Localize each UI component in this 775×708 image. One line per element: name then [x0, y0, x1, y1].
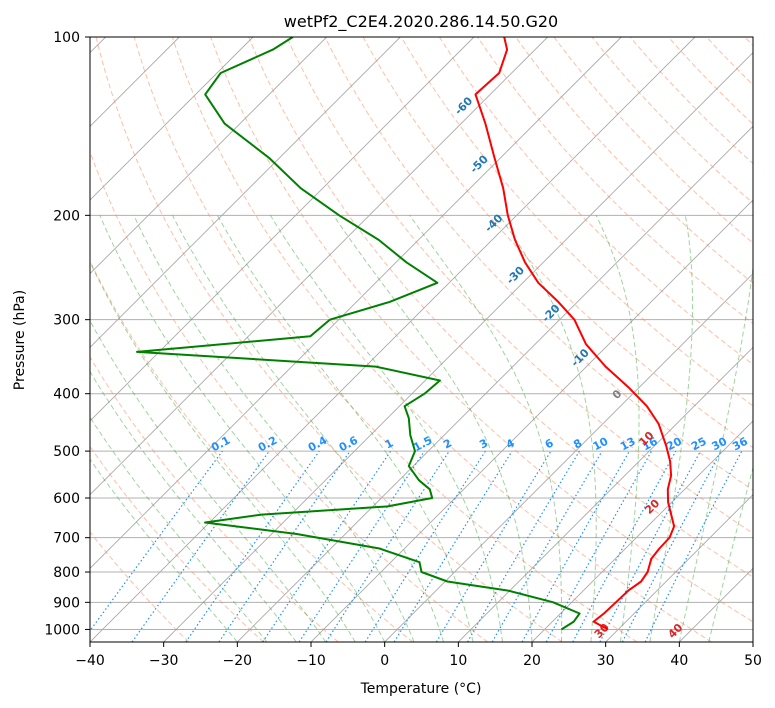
mixing-ratio-labels: 0.1 0.2 0.4 0.6 1 1.5 2 3 4 6 8 10 13 16 20 25 30 36: [209, 434, 750, 455]
y-tick-label: 300: [53, 313, 80, 329]
x-tick-label: −30: [149, 653, 179, 669]
mixing-ratio-label: 36: [730, 435, 750, 454]
dry-adiabat: [90, 150, 488, 642]
mixing-ratio-line: [262, 450, 392, 642]
mixing-ratio-line: [545, 450, 653, 642]
mixing-ratio-label: 10: [591, 434, 611, 453]
chart-title: wetPf2_C2E4.2020.286.14.50.G20: [284, 12, 558, 32]
moist-adiabat: [90, 260, 356, 642]
dewpoint-line: [136, 37, 581, 631]
y-tick-label: 500: [53, 444, 80, 460]
x-tick-label: −40: [75, 653, 105, 669]
dry-adiabat: [438, 37, 753, 366]
moist-adiabat: [172, 215, 445, 642]
y-axis-ticks: 100 200 300 400 500 600 700 800 900 1000: [44, 30, 90, 638]
isotherm-line: [90, 37, 548, 496]
moist-adiabat: [708, 465, 753, 642]
x-tick-label: 0: [380, 653, 389, 669]
mixing-ratio-line: [393, 450, 513, 642]
x-tick-label: −20: [223, 653, 253, 669]
mixing-ratio-label: 16: [640, 435, 660, 454]
isotherm-line: [90, 37, 254, 201]
mixing-ratio-line: [131, 450, 270, 642]
x-axis-label: Temperature (°C): [360, 681, 482, 697]
dry-adiabat: [90, 445, 264, 642]
plot-frame: [89, 36, 754, 643]
mixing-ratio-label: 30: [710, 435, 730, 454]
mixing-ratio-line: [185, 450, 320, 642]
dry-adiabat: [324, 37, 753, 491]
mixing-ratio-line: [218, 450, 351, 642]
mixing-ratio-line: [572, 450, 677, 642]
x-tick-label: 40: [670, 653, 688, 669]
y-tick-label: 100: [53, 30, 80, 46]
y-tick-label: 600: [53, 491, 80, 507]
profile-series: [136, 37, 676, 631]
isotherm-line: [90, 37, 401, 348]
dry-adiabat: [90, 356, 339, 642]
isotherm-line: [90, 37, 622, 569]
moist-adiabat: [649, 215, 693, 642]
x-tick-label: −10: [296, 653, 326, 669]
x-tick-label: 30: [597, 653, 615, 669]
isotherm-line: [90, 37, 475, 422]
mixing-ratio-line: [90, 450, 223, 632]
dry-adiabat: [515, 37, 753, 284]
moist-adiabat: [498, 215, 597, 642]
isotherm-line: [458, 346, 753, 642]
dry-adiabat: [133, 37, 638, 642]
moist-adiabat: [90, 416, 268, 642]
x-tick-label: 10: [449, 653, 467, 669]
y-tick-label: 200: [53, 208, 80, 224]
x-axis-ticks: −40 −30 −20 −10 0 10 20 30 40 50: [75, 642, 762, 669]
dry-adiabat: [210, 37, 753, 623]
y-tick-label: 700: [53, 531, 80, 547]
moist-adiabat: [595, 215, 640, 642]
isotherm-line: [605, 494, 753, 642]
dry-adiabats: [90, 37, 753, 642]
dry-adiabat: [171, 37, 712, 642]
mixing-ratio-line: [325, 450, 450, 642]
mixing-ratio-line: [521, 450, 631, 642]
isotherm-line: [531, 420, 753, 642]
mixing-ratio-lines: [90, 450, 743, 642]
isotherm-line: [163, 52, 753, 642]
x-tick-label: 50: [744, 653, 762, 669]
skewed-isotherms: [90, 37, 753, 642]
moist-adiabat: [409, 215, 563, 642]
mixing-ratio-line: [644, 450, 743, 642]
dry-adiabat: [90, 531, 190, 642]
x-tick-label: 20: [523, 653, 541, 669]
temperature-line: [474, 37, 676, 631]
dry-adiabat: [248, 37, 753, 578]
moist-adiabat: [90, 319, 327, 642]
mixing-ratio-label: 20: [664, 434, 684, 453]
isotherm-line: [384, 273, 753, 642]
y-tick-label: 900: [53, 595, 80, 611]
moist-adiabat: [678, 264, 753, 642]
y-tick-label: 1000: [44, 622, 80, 638]
moist-adiabat: [90, 370, 297, 642]
mixing-ratio-label: 13: [618, 435, 638, 454]
y-tick-label: 400: [53, 387, 80, 403]
isotherm-line: [90, 37, 327, 275]
moist-adiabat: [269, 215, 503, 642]
dry-adiabat: [90, 259, 414, 642]
moist-adiabat: [90, 458, 238, 642]
moist-adiabats: [90, 215, 753, 642]
y-axis-label: Pressure (hPa): [12, 290, 28, 390]
pressure-gridlines: [90, 37, 753, 630]
moist-adiabat: [99, 215, 386, 642]
mixing-ratio-line: [298, 450, 425, 642]
moist-adiabat: [133, 215, 415, 642]
mixing-ratio-label: 25: [689, 435, 709, 454]
dry-adiabat: [400, 37, 753, 407]
y-tick-label: 800: [53, 565, 80, 581]
isotherm-line: [90, 37, 696, 642]
dry-adiabat: [95, 37, 563, 642]
